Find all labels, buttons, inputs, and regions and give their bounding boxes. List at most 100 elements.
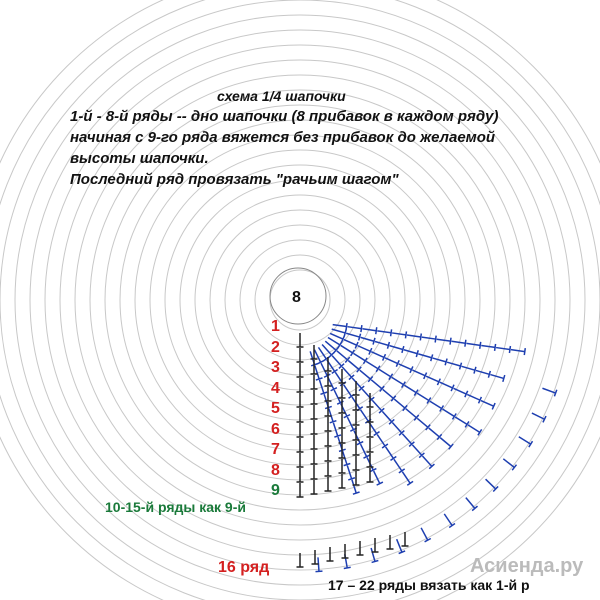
stitch-bar xyxy=(375,365,381,373)
stitch xyxy=(333,389,342,404)
stitch xyxy=(317,346,327,360)
stitch xyxy=(345,332,360,338)
stitch xyxy=(359,369,371,380)
stitch-bar xyxy=(344,356,351,364)
stitch xyxy=(370,351,385,359)
stitch-bar xyxy=(428,463,435,470)
note: начиная с 9-го ряда вяжется без прибавок… xyxy=(70,129,496,146)
stitch xyxy=(384,357,399,365)
stitch-bar xyxy=(369,467,377,473)
note: Последний ряд провязать "рачьим шагом" xyxy=(70,171,399,188)
stitch xyxy=(421,336,436,340)
ring xyxy=(74,74,526,526)
stitch xyxy=(353,430,361,444)
stitch-bar xyxy=(398,468,406,474)
stitch xyxy=(510,348,525,353)
stitch-bar xyxy=(367,375,374,383)
stitch xyxy=(490,373,504,380)
stitch-bar xyxy=(379,385,385,392)
stitch xyxy=(466,342,481,347)
stitch xyxy=(343,338,357,346)
stitch xyxy=(411,444,423,456)
stitch xyxy=(347,325,362,330)
stitch-bar xyxy=(542,415,547,423)
stitch-bar xyxy=(323,373,331,378)
stitch-bar xyxy=(528,440,534,448)
stitch xyxy=(370,379,383,390)
stitch xyxy=(359,443,368,457)
stitch xyxy=(446,361,461,367)
stitch xyxy=(331,328,346,334)
stitch-bar xyxy=(343,413,351,419)
stitch xyxy=(443,513,453,526)
stitch xyxy=(384,446,395,459)
stitch-bar xyxy=(381,443,389,449)
stitch xyxy=(420,527,429,541)
stitch-bar xyxy=(511,464,518,471)
stitch-bar xyxy=(375,327,378,335)
stitch-bar xyxy=(398,550,406,555)
stitch xyxy=(475,369,490,376)
stitch xyxy=(346,416,355,430)
stitch-bar xyxy=(360,325,363,333)
note: высоты шапочки. xyxy=(70,150,209,167)
stitch-bar xyxy=(451,413,457,420)
stitch-bar xyxy=(415,350,419,358)
stitch xyxy=(370,547,376,562)
stitch-bar xyxy=(478,341,482,349)
stitch xyxy=(336,350,348,361)
stitch-bar xyxy=(350,349,356,357)
stitch xyxy=(432,357,447,363)
stitch xyxy=(466,393,481,401)
stitch-bar xyxy=(390,395,397,402)
stitch-bar xyxy=(330,386,338,392)
stitch-bar xyxy=(406,480,414,486)
stitch-bar xyxy=(398,430,405,436)
row-number: 6 xyxy=(271,420,280,438)
row-number: 9 xyxy=(271,482,280,499)
stitch xyxy=(391,376,404,386)
stitch-bar xyxy=(404,331,408,339)
stitch-bar xyxy=(354,341,359,349)
stitch-bar xyxy=(390,455,397,462)
row-16-label: 16 ряд xyxy=(218,559,270,576)
stitch-bar xyxy=(464,339,467,347)
stitch xyxy=(357,344,371,353)
stitch-bar xyxy=(395,360,400,368)
stitch xyxy=(360,336,375,342)
stitch xyxy=(340,344,353,354)
stitch-bar xyxy=(388,418,395,425)
stitch xyxy=(371,399,383,412)
stitch-bar xyxy=(373,430,380,437)
stitch xyxy=(320,362,328,377)
stitch-bar xyxy=(523,348,527,356)
stitch-bar xyxy=(340,335,346,343)
stitch-bar xyxy=(444,358,448,366)
stitch-bar xyxy=(508,345,512,354)
ring xyxy=(89,89,511,511)
stitch-bar xyxy=(362,357,368,365)
stitch-bar xyxy=(439,405,445,412)
stitch xyxy=(465,497,476,509)
stitch-bar xyxy=(381,353,387,361)
stitch xyxy=(412,369,426,377)
stitch xyxy=(398,363,412,371)
stitch xyxy=(454,416,468,426)
note: 1-й - 8-й ряды -- дно шапочки (8 прибаво… xyxy=(70,108,499,125)
stitch xyxy=(347,359,360,371)
stitch-bar xyxy=(409,366,414,374)
stitch-bar xyxy=(502,374,506,383)
stitch xyxy=(376,433,386,447)
stitch-bar xyxy=(464,390,469,398)
stitch xyxy=(351,377,363,389)
stitch-bar xyxy=(436,378,441,386)
stitch xyxy=(374,340,389,347)
row-number: 5 xyxy=(271,400,280,417)
stitch-bar xyxy=(491,402,496,410)
stitch-bar xyxy=(356,366,362,373)
row-number: 2 xyxy=(271,338,280,356)
stitch-bar xyxy=(408,441,415,448)
stitch-bar xyxy=(358,385,365,392)
ring xyxy=(14,14,586,586)
